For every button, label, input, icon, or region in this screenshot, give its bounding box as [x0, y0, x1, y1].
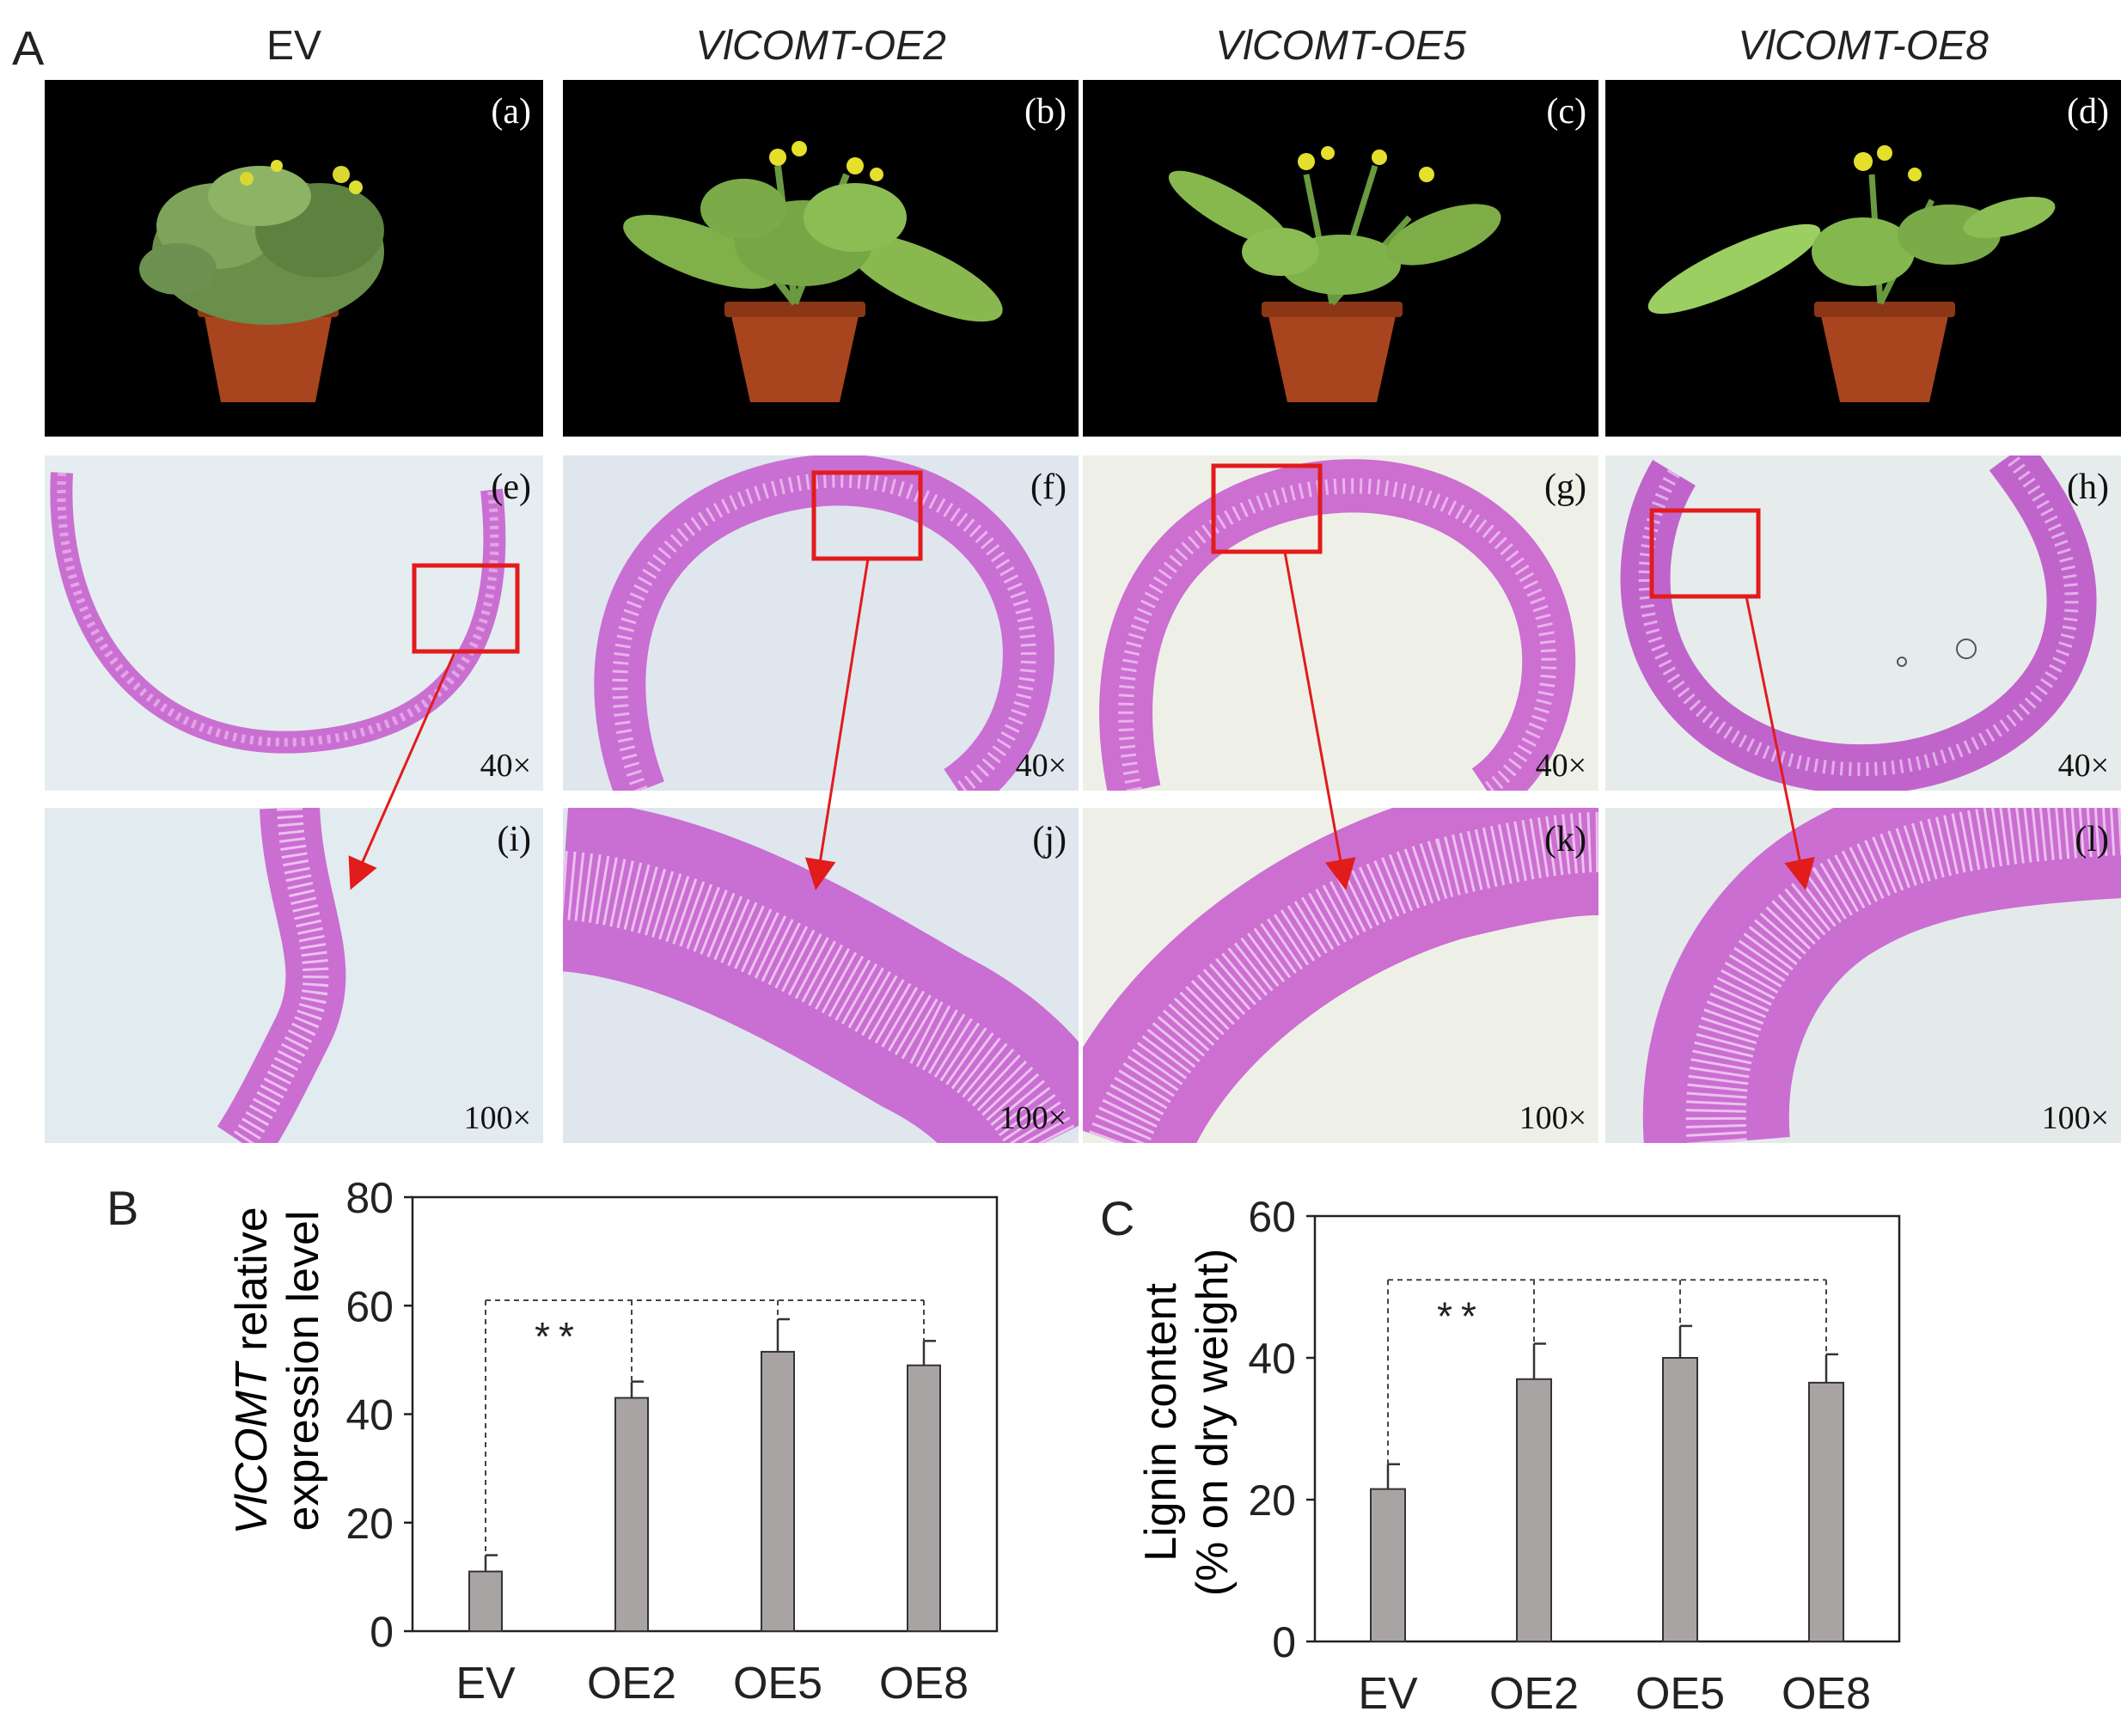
x-tick-label: EV: [1358, 1669, 1418, 1719]
plot-frame: [1313, 1214, 1901, 1643]
plant-illustration: [1647, 145, 2056, 402]
magnification-label: 100×: [1519, 1100, 1586, 1136]
column-title-oe2: VlCOMT-OE2: [695, 23, 946, 69]
magnification-label: 100×: [2041, 1100, 2109, 1136]
stem-section-illustration: [1083, 808, 1598, 1143]
subpanel-label: (e): [491, 468, 531, 507]
plant-illustration: [139, 160, 384, 402]
significance-marker: **: [535, 1314, 583, 1359]
stem-section-illustration: [1099, 459, 1576, 791]
chart-c-plot-area: 0 20 40 60 EV OE2 OE5 OE8 **: [1248, 1193, 1901, 1719]
subpanel-label: (l): [2075, 820, 2109, 859]
bar: [614, 1397, 649, 1632]
subpanel-label: (a): [491, 92, 531, 131]
bar: [907, 1364, 941, 1632]
x-tick-label: OE8: [879, 1659, 969, 1708]
zoom-arrow-oe2: [804, 558, 870, 890]
y-tick-label: 20: [1248, 1476, 1296, 1525]
inset-box: [412, 563, 520, 654]
panel-label-a: A: [12, 21, 45, 75]
chart-c-ylabel-line2: (% on dry weight): [1188, 1249, 1238, 1597]
plant-photo-ev: (a): [45, 80, 543, 437]
section-40x-ev: (e) 40×: [45, 455, 543, 791]
magnification-label: 40×: [1015, 748, 1067, 784]
zoom-arrow-oe5: [1283, 551, 1356, 890]
bar: [1516, 1378, 1552, 1642]
bar: [761, 1350, 795, 1632]
x-tick-label: OE2: [1489, 1669, 1579, 1719]
x-tick-label: OE5: [733, 1659, 822, 1708]
y-tick-label: 40: [1248, 1335, 1296, 1383]
magnification-label: 100×: [999, 1100, 1067, 1136]
zoom-arrow-ev: [348, 650, 457, 890]
panel-label-c: C: [1100, 1191, 1135, 1245]
subpanel-label: (h): [2067, 468, 2109, 507]
bar: [468, 1570, 503, 1632]
stem-section-illustration: [217, 808, 346, 1143]
chart-c-ylabel-line1: Lignin content: [1136, 1283, 1186, 1562]
plant-illustration: [1168, 146, 1501, 402]
section-40x-oe2: (f) 40×: [563, 455, 1079, 791]
y-tick-label: 40: [345, 1391, 394, 1440]
chart-b-ylabel-line2: expression level: [278, 1211, 328, 1531]
section-100x-oe8: (l) 100×: [1605, 808, 2121, 1143]
x-tick-label: OE2: [587, 1659, 676, 1708]
stem-section-illustration: [1642, 808, 2121, 1143]
chart-b-expression: VlCOMT relative expression level 0 20 40 60…: [227, 1177, 999, 1708]
subpanel-label: (i): [497, 820, 531, 859]
bar: [1370, 1488, 1406, 1642]
panel-label-b: B: [107, 1181, 139, 1235]
y-tick-label: 60: [1248, 1193, 1296, 1241]
x-tick-label: EV: [455, 1659, 516, 1708]
chart-b-ylabel-line1: VlCOMT relative: [227, 1207, 277, 1534]
plant-photo-oe8: (d): [1605, 80, 2121, 437]
subpanel-label: (j): [1032, 820, 1067, 859]
magnification-label: 100×: [463, 1100, 531, 1136]
y-tick-label: 0: [1272, 1618, 1296, 1666]
y-tick-label: 20: [345, 1500, 394, 1548]
subpanel-label: (c): [1546, 92, 1586, 131]
subpanel-label: (b): [1024, 92, 1067, 131]
subpanel-label: (g): [1544, 468, 1586, 507]
plant-illustration: [623, 141, 1003, 402]
magnification-label: 40×: [1535, 748, 1586, 784]
chart-c-lignin: Lignin content (% on dry weight) 0 20 40 60…: [1136, 1193, 1901, 1719]
plant-photo-oe2: (b): [563, 80, 1079, 437]
bar: [1808, 1381, 1844, 1642]
subpanel-label: (d): [2067, 92, 2109, 131]
x-tick-label: OE5: [1635, 1669, 1725, 1719]
magnification-label: 40×: [2057, 748, 2109, 784]
inset-box: [1649, 508, 1761, 599]
zoom-arrow-oe8: [1745, 596, 1815, 890]
chart-b-plot-area: 0 20 40 60 80 EV OE2 OE5 OE8 **: [345, 1177, 999, 1708]
y-tick-label: 60: [345, 1282, 394, 1330]
section-40x-oe5: (g) 40×: [1083, 455, 1598, 791]
inset-box: [1211, 463, 1323, 554]
significance-marker: **: [1437, 1293, 1485, 1338]
stem-section-illustration: [1620, 455, 2097, 791]
column-title-oe5: VlCOMT-OE5: [1215, 23, 1466, 69]
magnification-label: 40×: [480, 748, 531, 784]
column-title-ev: EV: [266, 23, 322, 69]
plant-photo-oe5: (c): [1083, 80, 1598, 437]
stem-section-illustration: [50, 472, 520, 754]
y-tick-label: 80: [345, 1177, 394, 1222]
subpanel-label: (f): [1030, 468, 1067, 507]
y-tick-label: 0: [370, 1608, 394, 1656]
zoom-arrows: [348, 551, 1815, 890]
subpanel-label: (k): [1544, 820, 1586, 859]
section-40x-oe8: (h) 40×: [1605, 455, 2121, 791]
section-100x-ev: (i) 100×: [45, 808, 543, 1143]
column-title-oe8: VlCOMT-OE8: [1738, 23, 1989, 69]
stem-section-illustration: [563, 808, 1079, 1143]
bar: [1662, 1357, 1698, 1642]
x-tick-label: OE8: [1782, 1669, 1871, 1719]
